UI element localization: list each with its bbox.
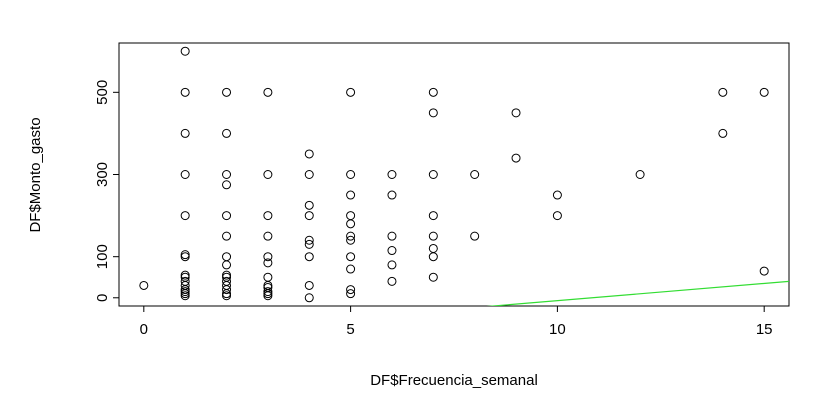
data-point bbox=[304, 280, 314, 290]
data-point bbox=[346, 231, 356, 241]
data-point bbox=[263, 211, 273, 221]
data-point bbox=[759, 266, 769, 276]
data-point bbox=[346, 190, 356, 200]
x-tick-label: 15 bbox=[756, 321, 773, 338]
x-tick-label: 10 bbox=[549, 321, 566, 338]
data-point bbox=[635, 170, 645, 179]
data-point bbox=[222, 252, 232, 262]
data-point bbox=[304, 211, 314, 221]
data-point bbox=[222, 211, 232, 221]
data-point bbox=[304, 235, 314, 245]
data-point bbox=[180, 46, 190, 56]
data-point bbox=[387, 190, 397, 200]
data-point bbox=[263, 170, 273, 179]
data-point bbox=[263, 289, 273, 299]
data-point bbox=[304, 293, 314, 303]
data-point bbox=[428, 170, 438, 179]
data-point bbox=[428, 272, 438, 282]
data-point bbox=[222, 180, 232, 190]
data-point bbox=[470, 170, 480, 179]
data-point bbox=[346, 235, 356, 245]
data-point bbox=[387, 170, 397, 179]
data-point bbox=[718, 87, 728, 97]
data-point bbox=[428, 211, 438, 221]
data-point bbox=[346, 252, 356, 262]
data-point bbox=[428, 87, 438, 97]
data-point bbox=[428, 108, 438, 118]
data-point bbox=[511, 108, 521, 118]
data-point bbox=[222, 170, 232, 179]
data-point bbox=[263, 252, 273, 262]
data-point bbox=[346, 264, 356, 274]
data-point bbox=[552, 211, 562, 221]
data-point bbox=[346, 170, 356, 179]
y-tick-label: 0 bbox=[94, 294, 111, 302]
data-point bbox=[180, 128, 190, 138]
y-tick-label: 500 bbox=[94, 80, 111, 105]
x-tick-label: 5 bbox=[346, 321, 354, 338]
data-point bbox=[222, 291, 232, 301]
data-point bbox=[222, 87, 232, 97]
data-point bbox=[428, 231, 438, 241]
data-point bbox=[180, 291, 190, 301]
data-point bbox=[180, 252, 190, 262]
regression-line bbox=[486, 280, 789, 306]
data-point bbox=[759, 87, 769, 97]
data-point bbox=[263, 291, 273, 301]
data-point bbox=[180, 250, 190, 260]
data-point bbox=[470, 231, 480, 241]
data-point bbox=[222, 231, 232, 241]
y-axis: 0 100 300 500 bbox=[94, 80, 119, 302]
data-point bbox=[263, 258, 273, 268]
x-axis-label: DF$Frecuencia_semanal bbox=[370, 372, 538, 389]
data-point bbox=[304, 200, 314, 210]
data-point bbox=[263, 87, 273, 97]
data-point bbox=[180, 87, 190, 97]
data-point bbox=[718, 128, 728, 138]
data-point bbox=[428, 252, 438, 262]
data-point bbox=[222, 285, 232, 295]
data-point bbox=[346, 87, 356, 97]
fit-line-group bbox=[486, 280, 789, 306]
data-point bbox=[263, 272, 273, 282]
data-point bbox=[180, 211, 190, 221]
y-axis-label: DF$Monto_gasto bbox=[27, 117, 44, 232]
data-point bbox=[511, 153, 521, 163]
y-tick-label: 300 bbox=[94, 162, 111, 187]
data-point bbox=[346, 211, 356, 221]
plot-frame bbox=[118, 42, 790, 307]
data-point bbox=[304, 170, 314, 179]
data-point bbox=[304, 239, 314, 249]
data-point bbox=[346, 219, 356, 229]
data-point bbox=[180, 170, 190, 179]
data-point bbox=[428, 243, 438, 253]
data-point bbox=[387, 246, 397, 256]
data-point bbox=[263, 231, 273, 241]
data-point bbox=[222, 128, 232, 138]
data-point bbox=[387, 276, 397, 286]
data-point bbox=[387, 231, 397, 241]
data-point bbox=[139, 280, 149, 290]
y-tick-label: 100 bbox=[94, 244, 111, 269]
data-points bbox=[139, 46, 769, 303]
data-point bbox=[222, 260, 232, 270]
data-point bbox=[552, 190, 562, 200]
data-point bbox=[387, 260, 397, 270]
data-point bbox=[346, 289, 356, 299]
data-point bbox=[304, 252, 314, 262]
data-point bbox=[346, 285, 356, 295]
data-point bbox=[304, 149, 314, 159]
x-tick-label: 0 bbox=[140, 321, 148, 338]
x-axis: 0 5 10 15 bbox=[140, 306, 773, 338]
